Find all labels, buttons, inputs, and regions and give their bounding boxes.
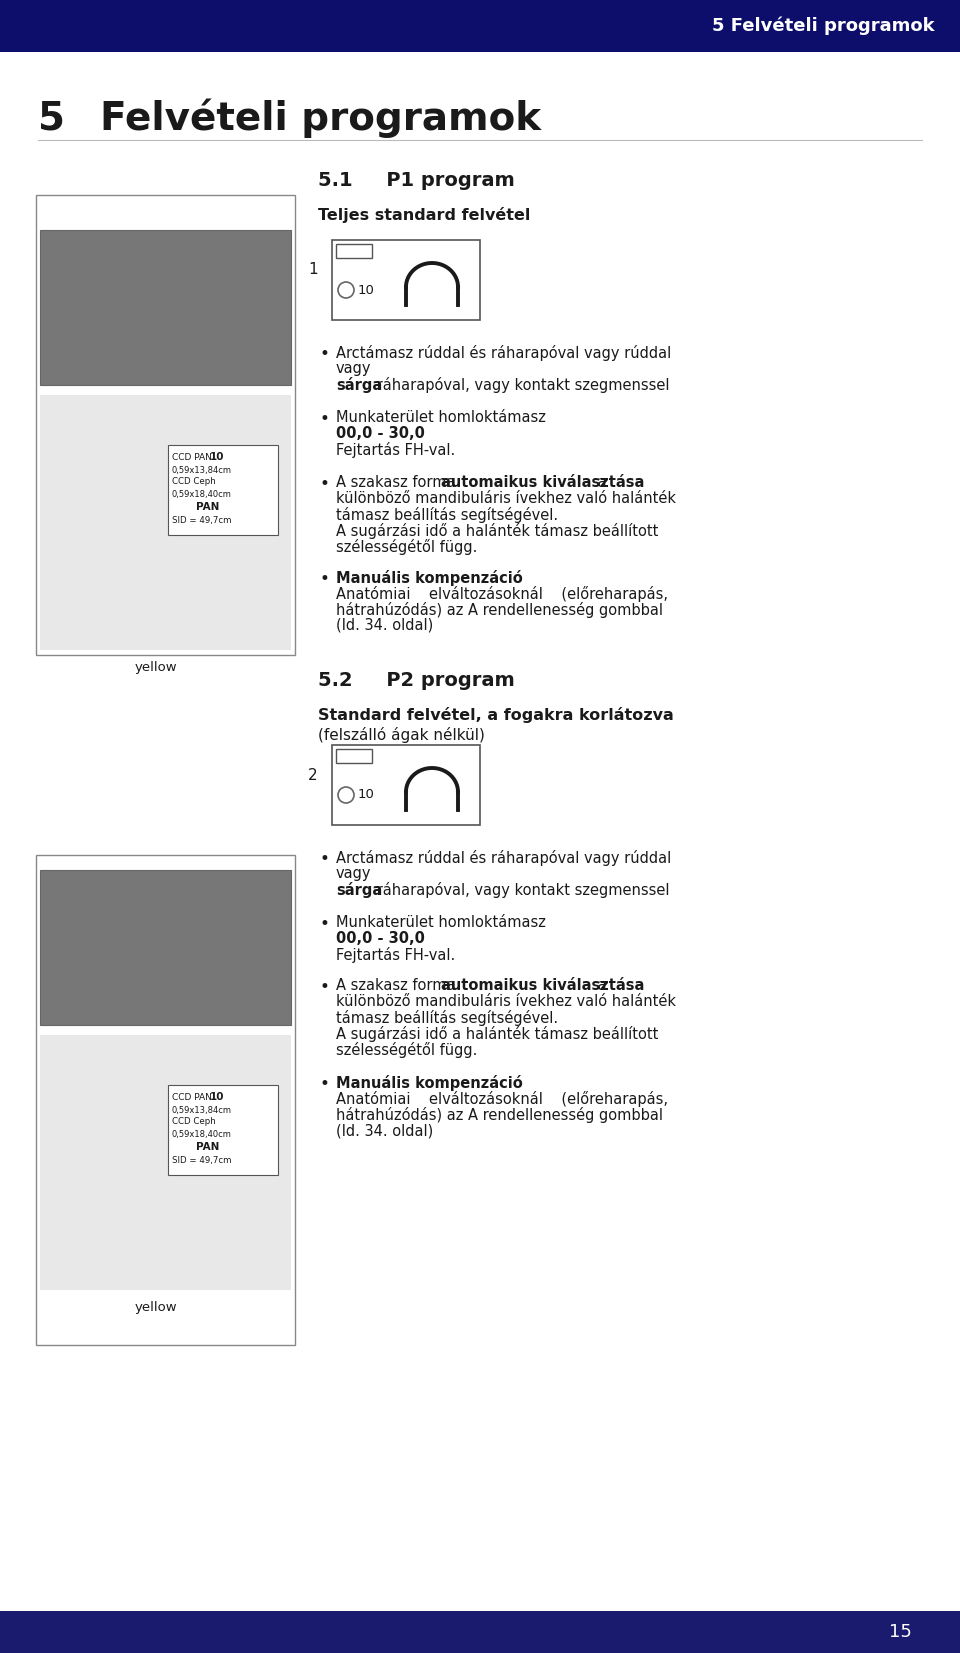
Text: 0,59x18,40cm: 0,59x18,40cm (172, 489, 232, 499)
Text: 5.1     P1 program: 5.1 P1 program (318, 170, 515, 190)
Text: Arctámasz rúddal és ráharapóval vagy rúddal: Arctámasz rúddal és ráharapóval vagy rúd… (336, 345, 671, 360)
Text: PAN: PAN (196, 1142, 220, 1152)
FancyBboxPatch shape (336, 749, 372, 764)
Circle shape (338, 283, 354, 298)
Text: 10: 10 (210, 451, 225, 461)
Text: A szakasz forma: A szakasz forma (336, 474, 460, 489)
Text: 00,0 - 30,0: 00,0 - 30,0 (336, 426, 425, 441)
Text: ráharapóval, vagy kontakt szegmenssel: ráharapóval, vagy kontakt szegmenssel (372, 377, 669, 393)
FancyBboxPatch shape (168, 1084, 278, 1175)
FancyBboxPatch shape (336, 245, 372, 258)
Text: (ld. 34. oldal): (ld. 34. oldal) (336, 618, 433, 633)
FancyBboxPatch shape (332, 240, 480, 321)
Text: 0,59x13,84cm: 0,59x13,84cm (172, 466, 232, 474)
Text: A sugárzási idő a halánték támasz beállított: A sugárzási idő a halánték támasz beállí… (336, 1027, 659, 1041)
Text: 00,0 - 30,0: 00,0 - 30,0 (336, 931, 425, 946)
Text: 0,59x13,84cm: 0,59x13,84cm (172, 1106, 232, 1114)
Text: •: • (320, 474, 330, 493)
Text: yellow: yellow (134, 661, 177, 674)
Text: 10: 10 (358, 284, 374, 296)
FancyBboxPatch shape (168, 445, 278, 536)
Text: Standard felvétel, a fogakra korlátozva: Standard felvétel, a fogakra korlátozva (318, 707, 674, 722)
Text: sárga: sárga (336, 883, 382, 898)
FancyBboxPatch shape (40, 869, 291, 1025)
FancyBboxPatch shape (40, 395, 291, 650)
Text: Arctámasz rúddal és ráharapóval vagy rúddal: Arctámasz rúddal és ráharapóval vagy rúd… (336, 850, 671, 866)
FancyBboxPatch shape (332, 746, 480, 825)
Text: szélességétől függ.: szélességétől függ. (336, 539, 477, 555)
Text: ráharapóval, vagy kontakt szegmenssel: ráharapóval, vagy kontakt szegmenssel (372, 883, 669, 898)
FancyBboxPatch shape (40, 230, 291, 385)
Text: (felszálló ágak nélkül): (felszálló ágak nélkül) (318, 727, 485, 742)
Text: CCD Ceph: CCD Ceph (172, 1117, 216, 1126)
Text: PAN: PAN (196, 503, 220, 512)
Text: 5 Felvételi programok: 5 Felvételi programok (712, 17, 935, 35)
Text: Felvételi programok: Felvételi programok (100, 98, 541, 137)
Text: a: a (593, 979, 607, 993)
Text: különböző mandibuláris ívekhez való halánték: különböző mandibuláris ívekhez való halá… (336, 993, 676, 1008)
Text: Anatómiai    elváltozásoknál    (előreharapás,: Anatómiai elváltozásoknál (előreharapás, (336, 587, 668, 602)
Text: különböző mandibuláris ívekhez való halánték: különböző mandibuláris ívekhez való halá… (336, 491, 676, 506)
Text: támasz beállítás segítségével.: támasz beállítás segítségével. (336, 1010, 558, 1027)
Text: yellow: yellow (134, 1301, 177, 1314)
Text: CCD PAN: CCD PAN (172, 1093, 215, 1101)
Text: vagy: vagy (336, 360, 372, 375)
Text: Fejtartás FH-val.: Fejtartás FH-val. (336, 947, 455, 964)
Text: a: a (593, 474, 607, 489)
Text: A sugárzási idő a halánték támasz beállított: A sugárzási idő a halánték támasz beállí… (336, 522, 659, 539)
Text: •: • (320, 410, 330, 428)
Text: (ld. 34. oldal): (ld. 34. oldal) (336, 1122, 433, 1137)
Text: automaikus kiválasztása: automaikus kiválasztása (441, 979, 644, 993)
Text: Manuális kompenzáció: Manuális kompenzáció (336, 1074, 523, 1091)
Circle shape (338, 787, 354, 803)
Text: SID = 49,7cm: SID = 49,7cm (172, 516, 231, 526)
Text: CCD Ceph: CCD Ceph (172, 478, 216, 486)
Text: 5.2     P2 program: 5.2 P2 program (318, 671, 515, 689)
Text: szélességétől függ.: szélességétől függ. (336, 1041, 477, 1058)
Text: 5: 5 (38, 99, 65, 137)
Text: 10: 10 (210, 1093, 225, 1103)
Text: sárga: sárga (336, 377, 382, 393)
FancyBboxPatch shape (0, 0, 960, 51)
Text: 1: 1 (308, 263, 318, 278)
Text: 15: 15 (889, 1623, 911, 1641)
Text: Munkaterület homloktámasz: Munkaterület homloktámasz (336, 410, 546, 425)
Text: •: • (320, 570, 330, 588)
Text: 2: 2 (308, 767, 318, 782)
FancyBboxPatch shape (36, 855, 295, 1346)
Text: hátrahúzódás) az A rendellenesség gombbal: hátrahúzódás) az A rendellenesség gombba… (336, 602, 663, 618)
Text: Teljes standard felvétel: Teljes standard felvétel (318, 207, 530, 223)
Text: támasz beállítás segítségével.: támasz beállítás segítségével. (336, 507, 558, 522)
Text: •: • (320, 1074, 330, 1093)
Text: •: • (320, 979, 330, 997)
Text: CCD PAN: CCD PAN (172, 453, 215, 461)
Text: vagy: vagy (336, 866, 372, 881)
Text: SID = 49,7cm: SID = 49,7cm (172, 1157, 231, 1165)
Text: Munkaterület homloktámasz: Munkaterület homloktámasz (336, 916, 546, 931)
Text: A szakasz forma: A szakasz forma (336, 979, 460, 993)
Text: •: • (320, 345, 330, 364)
FancyBboxPatch shape (40, 1035, 291, 1289)
Text: Anatómiai    elváltozásoknál    (előreharapás,: Anatómiai elváltozásoknál (előreharapás, (336, 1091, 668, 1108)
Text: •: • (320, 850, 330, 868)
FancyBboxPatch shape (36, 195, 295, 655)
Text: Manuális kompenzáció: Manuális kompenzáció (336, 570, 523, 587)
Text: automaikus kiválasztása: automaikus kiválasztása (441, 474, 644, 489)
Text: 0,59x18,40cm: 0,59x18,40cm (172, 1129, 232, 1139)
Text: 10: 10 (358, 788, 374, 802)
FancyBboxPatch shape (0, 1612, 960, 1653)
Text: hátrahúzódás) az A rendellenesség gombbal: hátrahúzódás) az A rendellenesség gombba… (336, 1108, 663, 1122)
Text: •: • (320, 916, 330, 932)
Text: Fejtartás FH-val.: Fejtartás FH-val. (336, 441, 455, 458)
